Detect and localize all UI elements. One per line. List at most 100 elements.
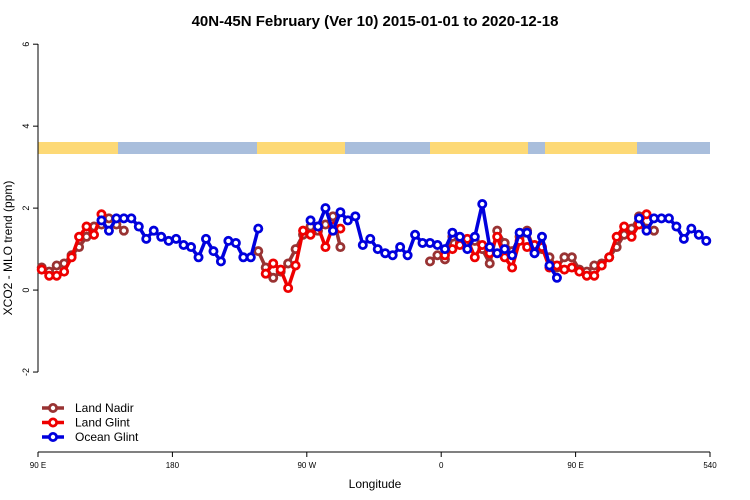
- data-point: [686, 223, 697, 234]
- data-point: [387, 250, 398, 261]
- data-point: [275, 264, 286, 275]
- data-point: [305, 215, 316, 226]
- data-point: [484, 242, 495, 253]
- data-point: [148, 225, 159, 236]
- data-point: [268, 258, 279, 269]
- x-axis-label: Longitude: [349, 477, 402, 491]
- data-point: [96, 215, 107, 226]
- data-point: [447, 227, 458, 238]
- data-point: [298, 225, 309, 236]
- land-ocean-strip: [38, 142, 710, 154]
- y-tick-label: 2: [21, 206, 31, 211]
- data-point: [357, 239, 368, 250]
- data-point: [439, 244, 450, 255]
- y-tick-label: -2: [21, 368, 31, 376]
- data-point: [320, 203, 331, 214]
- data-point: [671, 221, 682, 232]
- data-point: [484, 258, 495, 269]
- x-tick-label: 90 W: [297, 461, 316, 470]
- data-point: [305, 229, 316, 240]
- legend-marker: [48, 431, 59, 442]
- data-point: [171, 233, 182, 244]
- data-point: [611, 231, 622, 242]
- data-point: [365, 233, 376, 244]
- data-point: [36, 264, 47, 275]
- data-point: [469, 252, 480, 263]
- data-point: [133, 221, 144, 232]
- data-point: [641, 209, 652, 220]
- data-point: [186, 242, 197, 253]
- data-point: [454, 231, 465, 242]
- data-point: [342, 215, 353, 226]
- x-tick-label: 180: [166, 461, 180, 470]
- data-point: [118, 225, 129, 236]
- data-point: [103, 225, 114, 236]
- data-point: [424, 256, 435, 267]
- data-point: [619, 221, 630, 232]
- data-point: [626, 231, 637, 242]
- x-tick-label: 540: [703, 461, 717, 470]
- y-tick-label: 0: [21, 288, 31, 293]
- data-point: [126, 213, 137, 224]
- data-point: [596, 260, 607, 271]
- x-tick-label: 0: [439, 461, 444, 470]
- y-axis-label: XCO2 - MLO trend (ppm): [1, 181, 15, 316]
- data-point: [335, 207, 346, 218]
- data-point: [410, 229, 421, 240]
- data-point: [529, 248, 540, 259]
- data-point: [589, 270, 600, 281]
- legend-label: Land Nadir: [75, 401, 134, 415]
- data-point: [492, 248, 503, 259]
- data-point: [604, 252, 615, 263]
- data-point: [200, 233, 211, 244]
- data-point: [634, 213, 645, 224]
- data-point: [499, 244, 510, 255]
- data-point: [193, 252, 204, 263]
- data-point: [544, 260, 555, 271]
- y-tick-label: 4: [21, 124, 31, 129]
- data-point: [335, 242, 346, 253]
- data-point: [492, 231, 503, 242]
- data-point: [522, 227, 533, 238]
- data-point: [469, 231, 480, 242]
- data-point: [260, 268, 271, 279]
- data-point: [693, 229, 704, 240]
- data-point: [245, 252, 256, 263]
- data-point: [215, 256, 226, 267]
- x-tick-label: 90 E: [567, 461, 583, 470]
- chart-title: 40N-45N February (Ver 10) 2015-01-01 to …: [192, 13, 559, 30]
- data-point: [566, 252, 577, 263]
- data-point: [574, 266, 585, 277]
- data-point: [477, 199, 488, 210]
- data-point: [537, 231, 548, 242]
- data-point: [89, 229, 100, 240]
- data-point: [462, 244, 473, 255]
- data-point: [678, 233, 689, 244]
- data-point: [74, 231, 85, 242]
- data-point: [81, 221, 92, 232]
- data-point: [507, 262, 518, 273]
- data-point: [230, 237, 241, 248]
- x-tick-label: 90 E: [30, 461, 46, 470]
- data-point: [395, 242, 406, 253]
- data-point: [283, 283, 294, 294]
- data-point: [290, 260, 301, 271]
- data-point: [402, 250, 413, 261]
- data-point: [253, 223, 264, 234]
- data-point: [566, 262, 577, 273]
- data-point: [312, 221, 323, 232]
- data-point: [156, 231, 167, 242]
- data-point: [372, 244, 383, 255]
- data-point: [320, 242, 331, 253]
- data-point: [551, 272, 562, 283]
- legend-marker: [48, 402, 59, 413]
- legend-marker: [48, 417, 59, 428]
- data-point: [663, 213, 674, 224]
- data-point: [507, 250, 518, 261]
- data-point: [141, 233, 152, 244]
- data-point: [66, 252, 77, 263]
- data-point: [701, 235, 712, 246]
- data-point: [51, 270, 62, 281]
- data-point: [208, 246, 219, 257]
